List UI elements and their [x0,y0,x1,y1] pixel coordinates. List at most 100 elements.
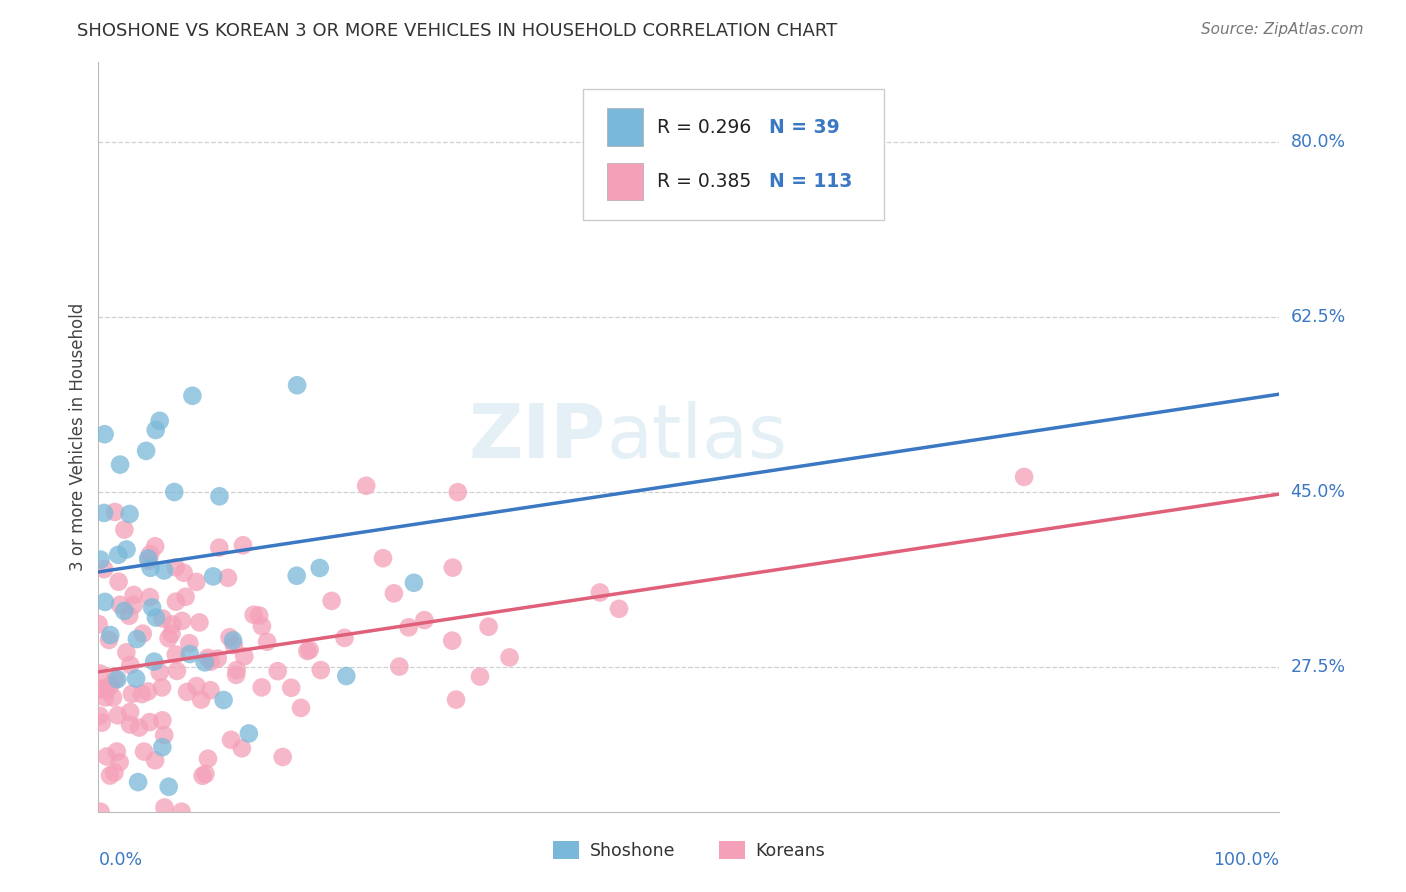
Point [107,574,129,589]
Point [91,682,114,697]
Point [232,538,254,552]
Point [98,628,121,642]
Point [290,701,312,715]
Point [285,378,308,392]
Point [207,651,229,665]
Text: N = 113: N = 113 [769,172,852,191]
Point [321,594,343,608]
Point [90,805,112,819]
Point [247,608,270,623]
Point [231,741,253,756]
Point [93,427,115,442]
Text: atlas: atlas [606,401,787,474]
Point [96,749,118,764]
Text: N = 39: N = 39 [769,118,839,136]
Point [186,679,208,693]
Point [132,626,155,640]
Point [444,692,467,706]
FancyBboxPatch shape [607,162,643,200]
Point [589,585,612,599]
Point [138,554,160,568]
Point [333,631,356,645]
Point [179,647,201,661]
Point [105,672,128,686]
Point [194,656,217,670]
Point [125,632,148,646]
Point [298,643,321,657]
Point [447,485,470,500]
Point [138,715,160,730]
Point [181,389,204,403]
Point [115,542,138,557]
Point [202,569,225,583]
Point [165,648,187,662]
Point [127,775,149,789]
Point [172,614,194,628]
Point [143,753,166,767]
Point [398,620,420,634]
Point [149,665,172,680]
Point [121,687,143,701]
Point [141,600,163,615]
Point [132,745,155,759]
Point [93,562,115,576]
Point [153,728,176,742]
Point [152,611,174,625]
Point [218,630,240,644]
Point [222,633,245,648]
Point [163,485,186,500]
Point [607,602,630,616]
Point [238,726,260,740]
Point [107,708,129,723]
Point [120,705,142,719]
Point [103,765,125,780]
Point [402,575,425,590]
Point [222,638,245,652]
Point [1012,470,1035,484]
Point [267,664,290,678]
Point [160,626,183,640]
Point [108,458,131,472]
Point [280,681,302,695]
Point [136,684,159,698]
Text: 80.0%: 80.0% [1291,134,1346,152]
Point [104,673,127,687]
Point [157,780,180,794]
Point [388,659,411,673]
Point [89,709,111,723]
Point [143,655,166,669]
Point [335,669,357,683]
Point [89,552,111,566]
Point [93,506,115,520]
Point [413,613,436,627]
Point [152,714,174,728]
Point [107,548,129,562]
Point [233,649,256,664]
Point [354,479,377,493]
Point [170,805,193,819]
Point [498,650,520,665]
Point [256,634,278,648]
Point [191,769,214,783]
Point [285,568,308,582]
Point [145,423,167,437]
Point [139,547,162,561]
Point [120,717,142,731]
Point [250,619,273,633]
Point [242,607,264,622]
Point [153,564,176,578]
Point [120,658,142,673]
Text: 27.5%: 27.5% [1291,658,1346,676]
Point [441,560,464,574]
Text: R = 0.296: R = 0.296 [657,118,751,136]
Point [98,768,121,782]
Point [200,655,222,669]
Point [94,595,117,609]
Point [250,681,273,695]
Point [115,645,138,659]
Point [125,672,148,686]
Point [143,539,166,553]
Point [165,560,187,574]
Point [186,574,208,589]
Point [118,507,141,521]
